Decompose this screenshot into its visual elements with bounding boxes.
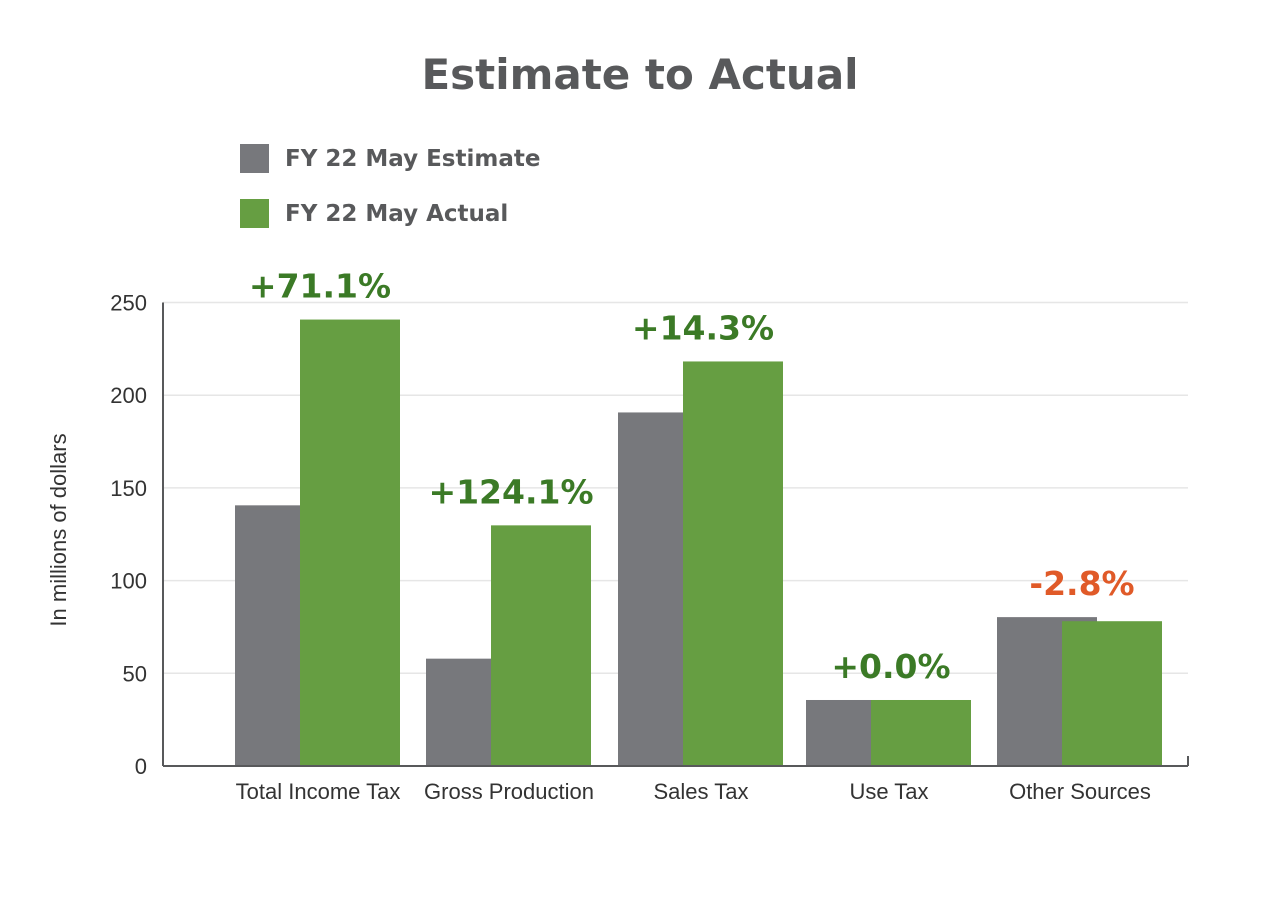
x-tick-label: Total Income Tax <box>236 779 401 804</box>
y-tick-label: 250 <box>110 291 147 316</box>
y-tick-label: 50 <box>123 661 147 686</box>
legend-item-estimate: FY 22 May Estimate <box>240 144 540 173</box>
y-tick-label: 0 <box>135 754 147 779</box>
x-tick-label: Use Tax <box>849 779 928 804</box>
bar-actual <box>491 525 591 766</box>
legend-label-estimate: FY 22 May Estimate <box>285 145 541 172</box>
x-tick-label: Sales Tax <box>654 779 749 804</box>
chart-title: Estimate to Actual <box>421 50 859 99</box>
bar-actual <box>1062 621 1162 766</box>
bar-actual <box>871 699 971 766</box>
change-label: -2.8% <box>1029 564 1134 603</box>
y-tick-label: 200 <box>110 383 147 408</box>
bar-actual <box>683 361 783 766</box>
legend-swatch-actual <box>240 199 269 228</box>
legend-label-actual: FY 22 May Actual <box>285 200 509 227</box>
legend-swatch-estimate <box>240 144 269 173</box>
change-label: +71.1% <box>249 267 391 306</box>
y-axis-label: In millions of dollars <box>46 433 71 626</box>
legend-item-actual: FY 22 May Actual <box>240 199 508 228</box>
y-tick-label: 150 <box>110 476 147 501</box>
bar-actual <box>300 319 400 766</box>
change-label: +0.0% <box>831 647 950 686</box>
x-tick-label: Other Sources <box>1009 779 1151 804</box>
change-label: +14.3% <box>632 308 774 347</box>
change-label: +124.1% <box>428 472 593 511</box>
x-tick-label: Gross Production <box>424 779 594 804</box>
y-tick-label: 100 <box>110 569 147 594</box>
